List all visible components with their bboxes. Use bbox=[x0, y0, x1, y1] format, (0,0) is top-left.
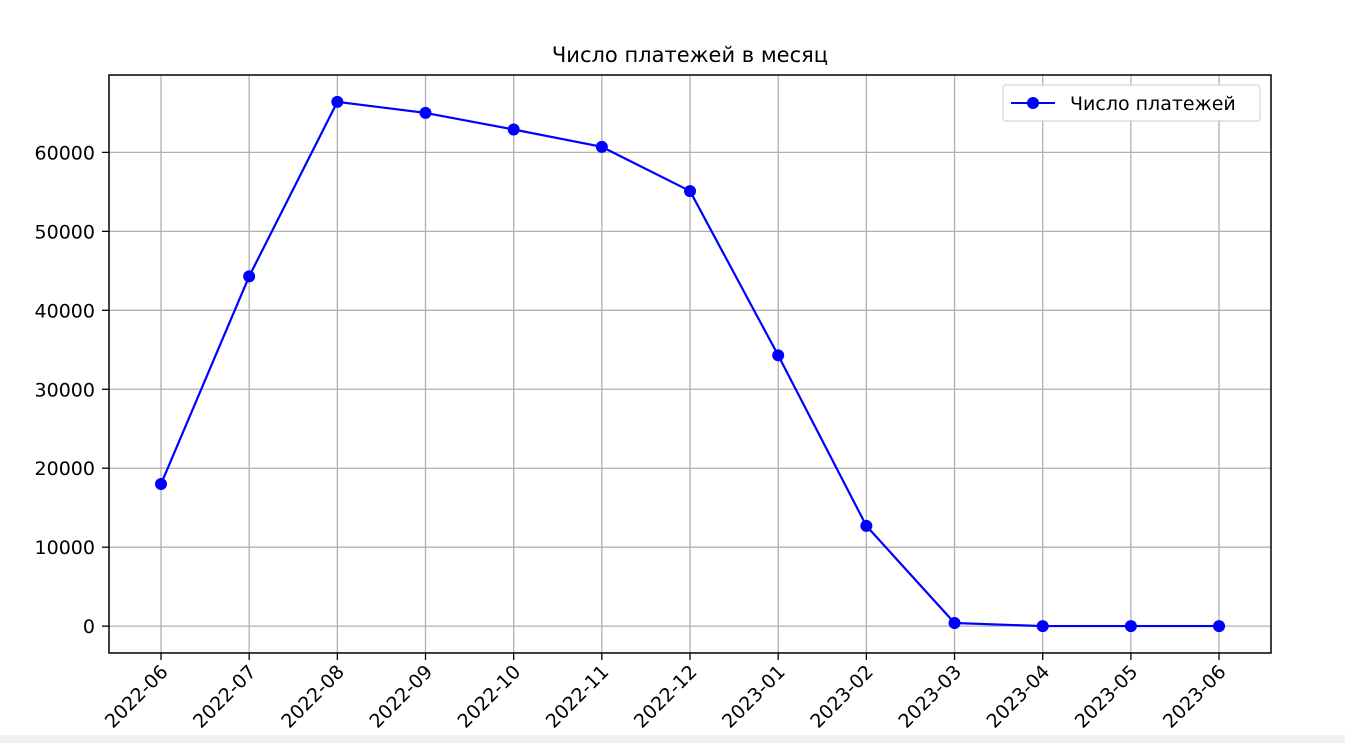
x-tick-label: 2022-08 bbox=[277, 661, 349, 733]
data-point bbox=[1036, 620, 1049, 633]
data-point bbox=[155, 478, 167, 491]
x-tick-label: 2022-09 bbox=[365, 661, 437, 733]
data-point bbox=[595, 140, 608, 153]
data-point bbox=[684, 185, 697, 198]
series-layer bbox=[155, 95, 1226, 633]
window-bottom-strip bbox=[0, 735, 1345, 743]
y-tick-label: 40000 bbox=[35, 300, 95, 322]
grid-lines bbox=[109, 75, 1271, 653]
data-point bbox=[1213, 620, 1226, 633]
x-tick-label: 2023-02 bbox=[806, 661, 878, 733]
data-point bbox=[772, 349, 785, 362]
legend-label: Число платежей bbox=[1070, 93, 1236, 115]
x-tick-label: 2022-06 bbox=[101, 661, 173, 733]
x-tick-label: 2022-07 bbox=[189, 661, 261, 733]
x-tick-label: 2023-04 bbox=[983, 661, 1055, 733]
x-tick-label: 2023-01 bbox=[718, 661, 790, 733]
data-point bbox=[860, 519, 873, 532]
y-tick-label: 50000 bbox=[35, 221, 95, 243]
legend: Число платежей bbox=[1002, 84, 1261, 122]
x-tick-label: 2023-06 bbox=[1159, 661, 1231, 733]
x-tick-label: 2023-05 bbox=[1071, 661, 1143, 733]
data-point bbox=[419, 106, 432, 119]
data-point bbox=[948, 616, 961, 629]
x-axis: 2022-06 2022-07 2022-08 2022-09 2022-10 2022-… bbox=[101, 653, 1231, 733]
x-tick-label: 2022-10 bbox=[454, 661, 526, 733]
y-tick-label: 0 bbox=[83, 616, 95, 638]
data-point bbox=[243, 270, 256, 283]
y-tick-label: 60000 bbox=[35, 142, 95, 164]
y-axis: 0 10000 20000 30000 40000 50000 60000 bbox=[35, 142, 109, 638]
chart-title: Число платежей в месяц bbox=[552, 43, 828, 67]
y-tick-label: 20000 bbox=[35, 458, 95, 480]
legend-box bbox=[1002, 84, 1261, 122]
y-tick-label: 10000 bbox=[35, 537, 95, 559]
x-tick-label: 2022-12 bbox=[630, 661, 702, 733]
data-point bbox=[331, 95, 344, 108]
y-tick-label: 30000 bbox=[35, 379, 95, 401]
x-tick-label: 2023-03 bbox=[894, 661, 966, 733]
data-point bbox=[507, 123, 520, 136]
x-tick-label: 2022-11 bbox=[542, 661, 614, 733]
legend-marker-swatch bbox=[1027, 97, 1039, 109]
data-point bbox=[1124, 620, 1137, 633]
